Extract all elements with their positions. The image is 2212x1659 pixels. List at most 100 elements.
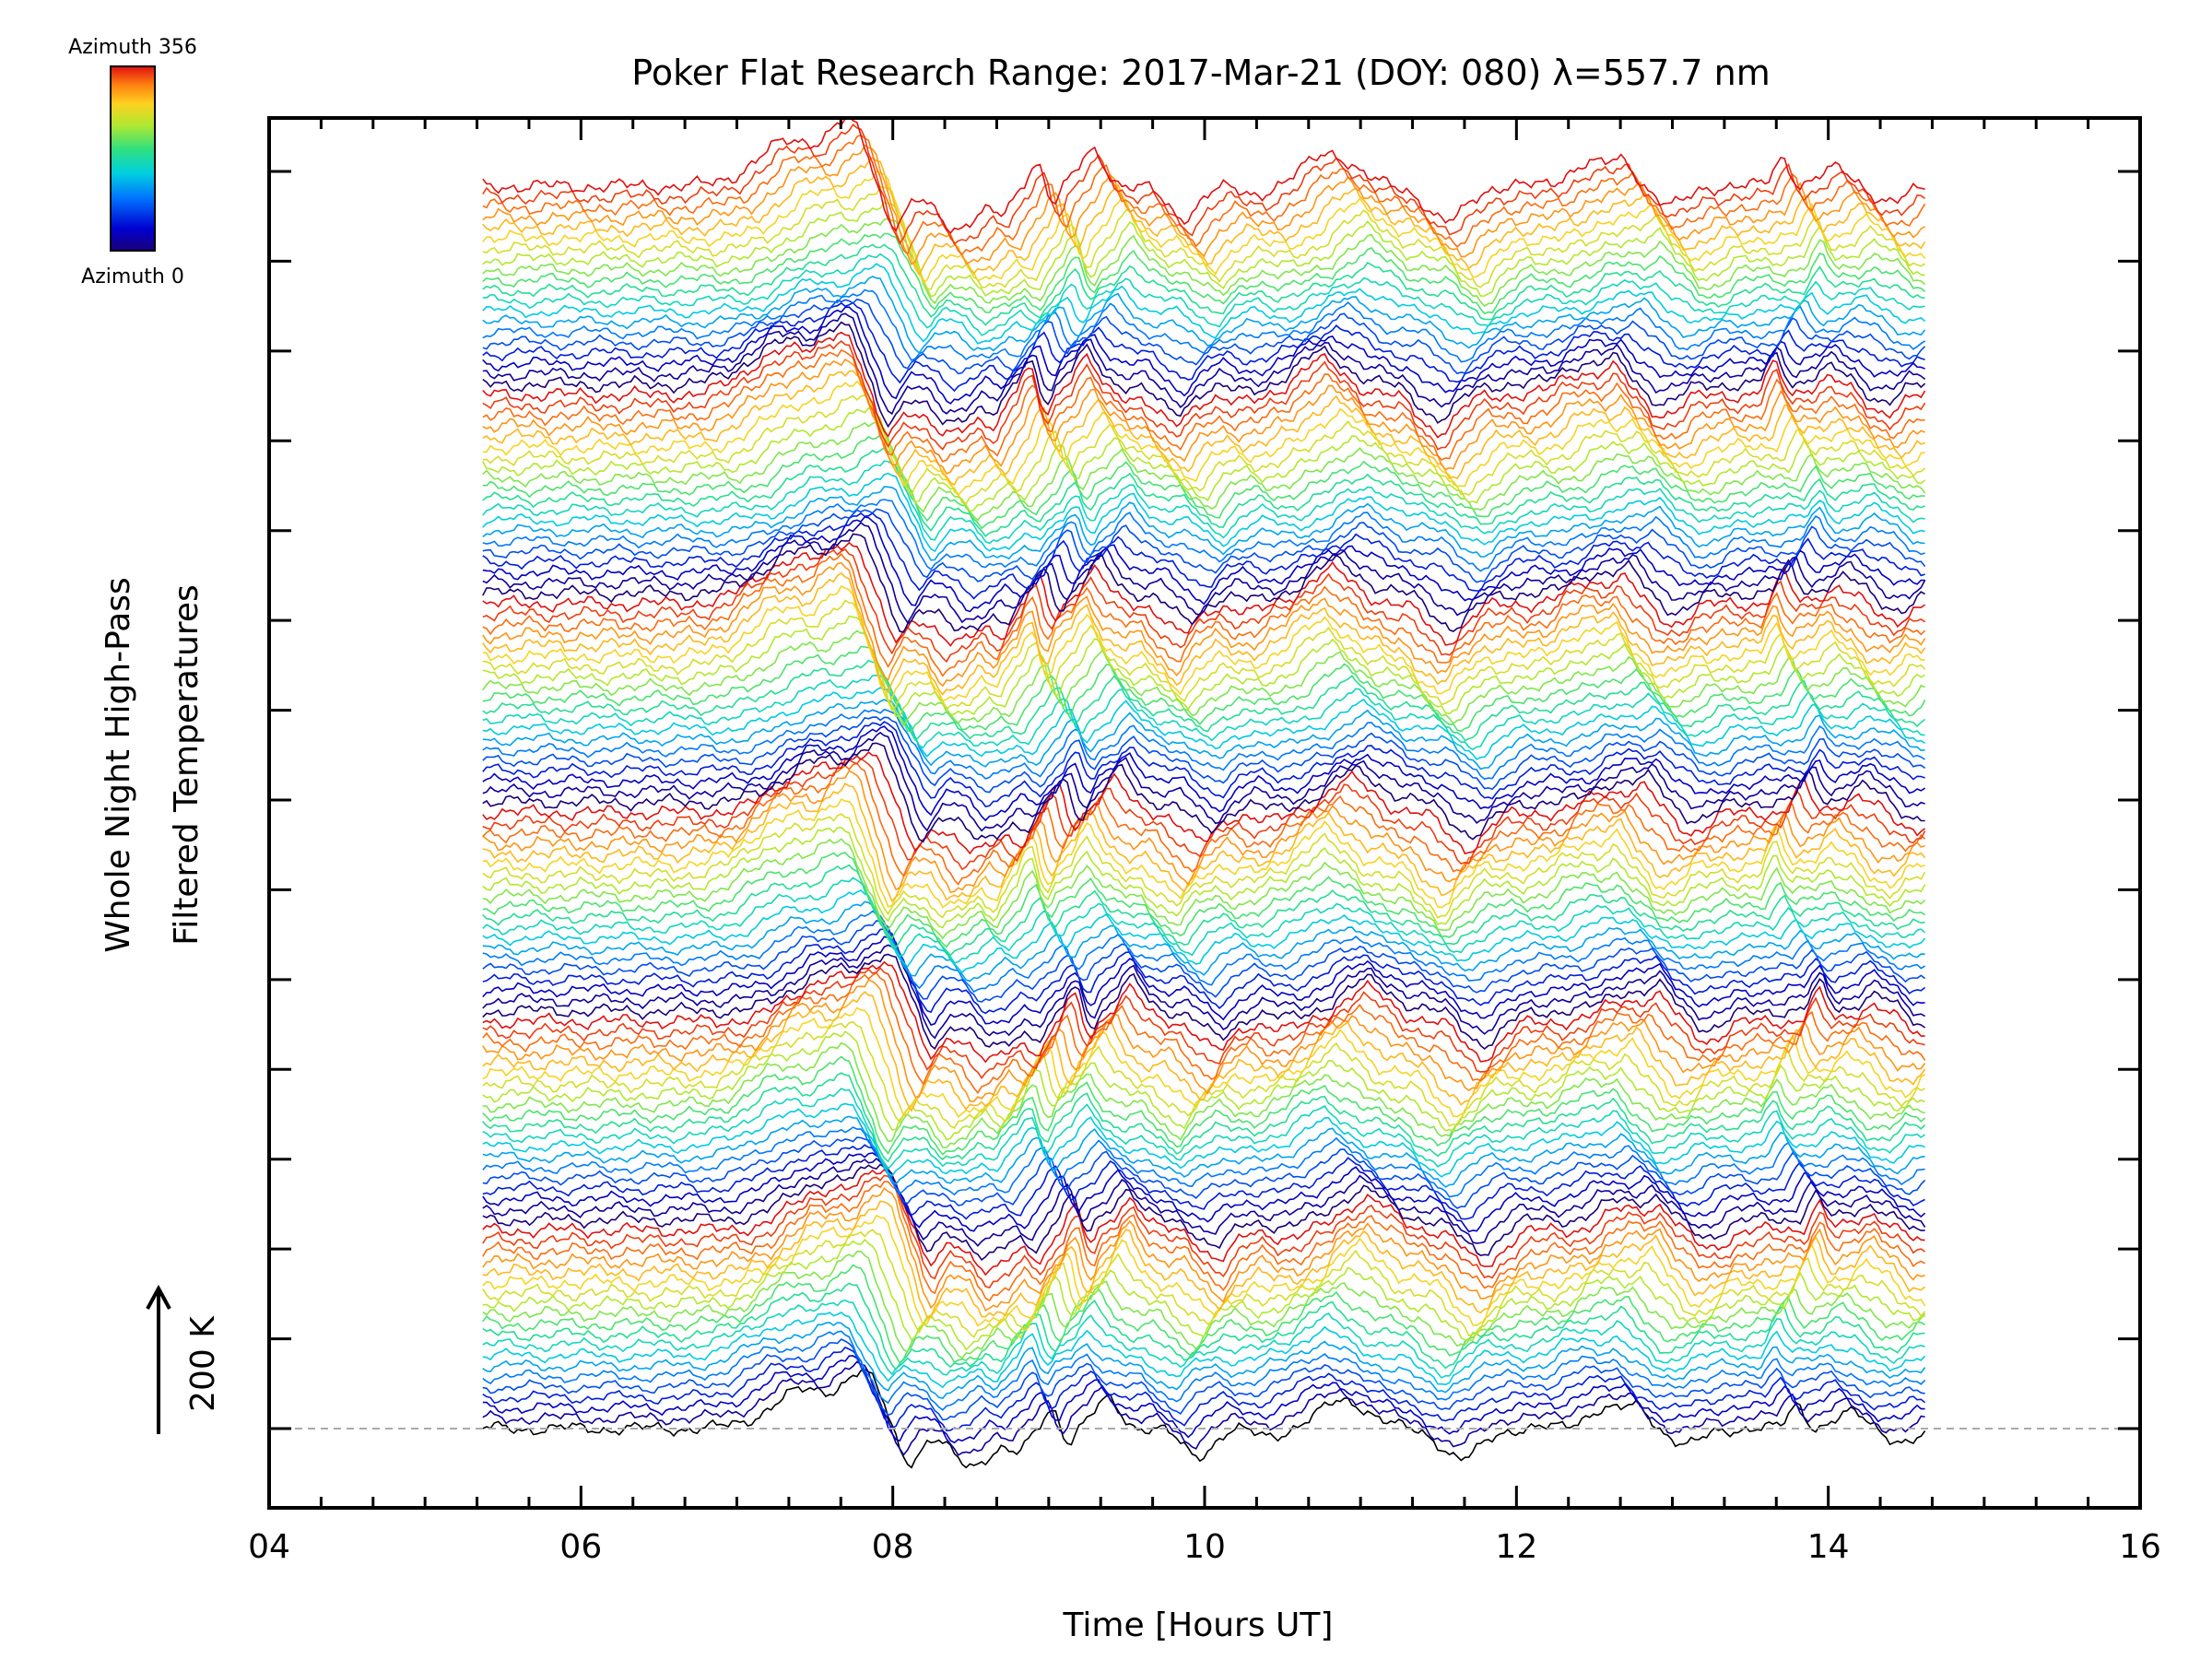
temperature-trace	[482, 1041, 1925, 1148]
temperature-trace	[482, 1088, 1926, 1171]
temperature-trace	[482, 232, 1926, 315]
temperature-trace	[482, 201, 1925, 298]
chart-title: Poker Flat Research Range: 2017-Mar-21 (…	[631, 53, 1770, 93]
temperature-trace	[482, 953, 1926, 1051]
temperature-trace	[482, 599, 1926, 712]
x-tick-label: 12	[1495, 1528, 1537, 1566]
temperature-trace	[482, 757, 1926, 871]
temperature-trace	[482, 687, 1926, 760]
temperature-trace	[482, 742, 1925, 843]
temperature-trace	[482, 615, 1925, 718]
temperature-trace	[482, 888, 1926, 974]
temperature-trace	[482, 1020, 1925, 1129]
temperature-trace	[482, 301, 1925, 393]
temperature-trace	[482, 144, 1925, 265]
y-axis-label-line2: Filtered Temperatures	[168, 584, 206, 946]
temperature-trace	[482, 762, 1926, 886]
x-tick-label: 08	[872, 1528, 914, 1566]
temperature-trace	[482, 380, 1925, 497]
temperature-trace	[482, 420, 1926, 522]
temperature-trace	[482, 263, 1926, 345]
temperature-trace	[482, 561, 1926, 688]
temperature-trace	[482, 522, 1926, 624]
temperature-trace	[482, 629, 1925, 727]
temperature-trace	[482, 1330, 1926, 1411]
x-tick-label: 06	[559, 1528, 602, 1566]
temperature-trace	[482, 971, 1926, 1095]
x-axis: 04 06 08 10 12 14 16	[248, 118, 2161, 1566]
temperature-trace	[482, 877, 1926, 964]
temperature-trace	[482, 358, 1925, 476]
x-tick-label: 04	[248, 1528, 290, 1566]
temperature-traces	[482, 118, 1926, 1469]
scale-arrow-head	[146, 1284, 171, 1310]
temperature-trace	[482, 1152, 1926, 1233]
temperature-trace	[482, 920, 1926, 1003]
temperature-trace	[482, 1214, 1926, 1327]
temperature-trace	[482, 584, 1925, 703]
temperature-trace	[482, 798, 1925, 909]
temperature-trace	[482, 721, 1925, 807]
temperature-trace	[482, 1360, 1925, 1456]
temperature-trace	[482, 1055, 1926, 1156]
temperature-trace	[482, 900, 1925, 982]
temperature-trace	[482, 674, 1925, 751]
temperature-trace	[482, 960, 1925, 1064]
temperature-trace	[482, 1126, 1925, 1198]
temperature-trace	[482, 157, 1926, 276]
temperature-trace	[482, 935, 1925, 1026]
temperature-trace	[482, 134, 1926, 256]
y-axis	[269, 170, 2140, 1430]
temperature-trace	[482, 508, 1926, 583]
colorbar-top-label: Azimuth 356	[68, 36, 197, 59]
temperature-trace	[482, 406, 1926, 512]
temperature-trace	[482, 944, 1925, 1040]
temperature-trace	[482, 306, 1925, 405]
temperature-trace	[482, 516, 1925, 613]
temperature-trace	[482, 979, 1926, 1102]
temperature-trace	[482, 1102, 1925, 1178]
temperature-trace	[482, 838, 1926, 940]
x-tick-label: 14	[1807, 1528, 1850, 1566]
temperature-trace	[482, 243, 1925, 326]
temperature-trace	[482, 394, 1926, 505]
temperature-trace	[482, 864, 1925, 957]
temperature-trace	[482, 512, 1925, 600]
temperature-trace	[482, 1346, 1926, 1432]
temperature-trace	[482, 1144, 1925, 1220]
temperature-trace	[482, 321, 1926, 429]
temperature-trace	[482, 928, 1926, 1015]
temperature-trace	[482, 298, 1926, 375]
temperature-trace	[482, 1163, 1925, 1262]
temperature-trace	[482, 312, 1926, 416]
temperature-trace	[482, 1072, 1926, 1163]
temperature-trace	[482, 1299, 1925, 1379]
temperature-trace	[482, 218, 1926, 308]
temperature-trace	[482, 1136, 1926, 1209]
temperature-trace	[482, 499, 1925, 572]
temperature-trace	[482, 433, 1925, 530]
colorbar	[110, 65, 156, 252]
temperature-trace	[482, 659, 1926, 742]
temperature-trace	[482, 118, 1925, 235]
temperature-trace	[482, 571, 1926, 696]
temperature-trace	[482, 472, 1925, 553]
temperature-trace	[482, 253, 1925, 336]
temperature-trace	[482, 331, 1926, 439]
temperature-trace	[482, 348, 1925, 463]
temperature-trace	[482, 446, 1925, 537]
temperature-trace	[482, 1238, 1925, 1351]
x-tick-label: 10	[1183, 1528, 1226, 1566]
temperature-trace	[482, 1312, 1926, 1389]
temperature-trace	[482, 708, 1926, 781]
temperature-trace	[482, 699, 1925, 771]
temperature-trace	[482, 1006, 1926, 1118]
temperature-trace	[482, 288, 1926, 363]
temperature-trace	[482, 910, 1926, 994]
temperature-trace	[482, 1200, 1926, 1319]
temperature-trace	[482, 991, 1926, 1112]
temperature-trace	[482, 124, 1926, 246]
temperature-trace	[482, 770, 1925, 894]
temperature-trace	[482, 1229, 1926, 1338]
temperature-trace	[482, 486, 1925, 561]
